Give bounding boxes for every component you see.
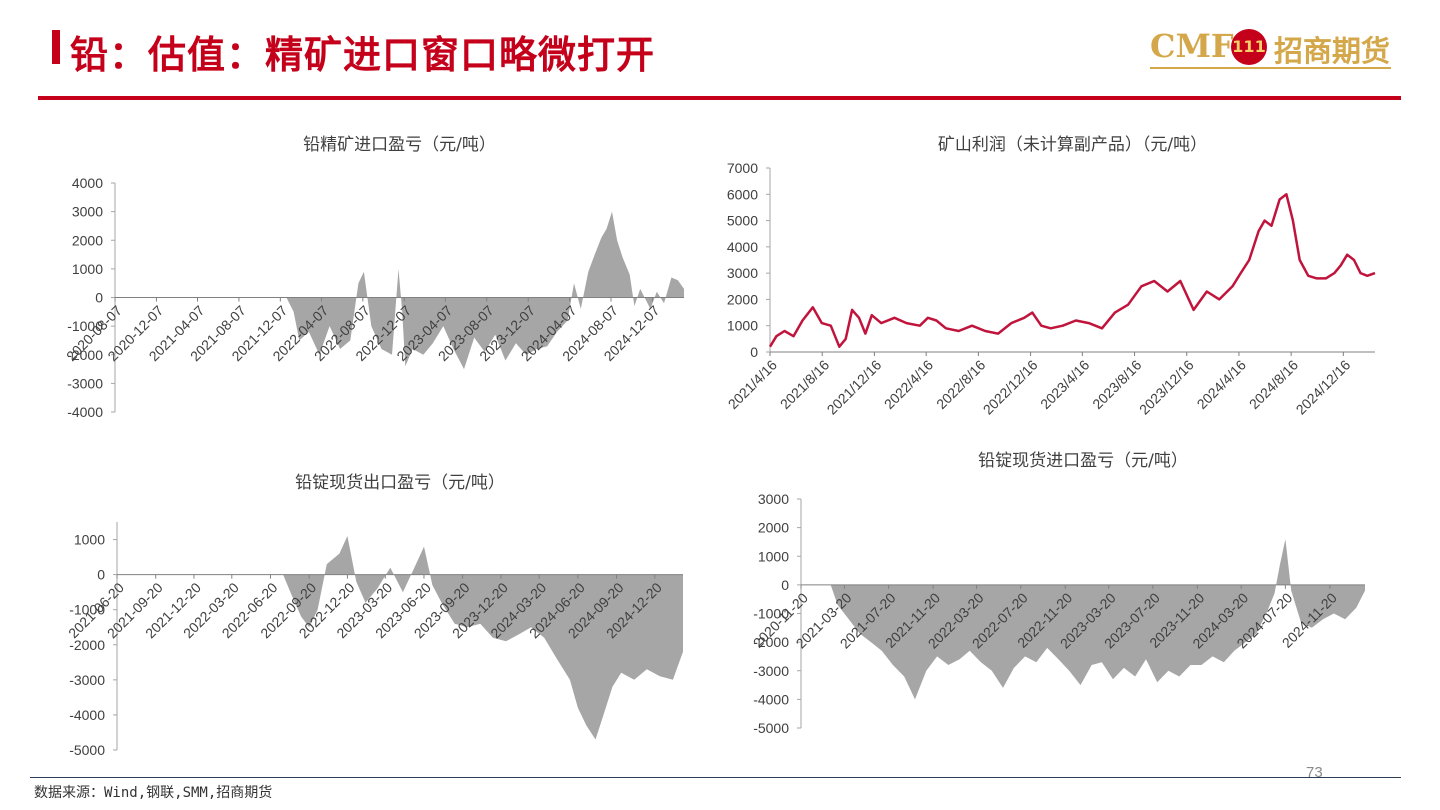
y-tick-label: 1000 [74, 532, 105, 548]
logo-cmf-text: CMF [1150, 27, 1234, 65]
y-tick-label: -3000 [69, 672, 105, 688]
y-tick-label: 6000 [727, 186, 758, 202]
y-tick-label: -4000 [67, 404, 103, 420]
y-tick-label: 2000 [72, 232, 103, 248]
y-tick-label: -2000 [67, 347, 103, 363]
logo-emblem-icon: 111 [1231, 29, 1267, 65]
y-tick-label: 2000 [727, 291, 758, 307]
header-divider [38, 96, 1401, 100]
data-line [768, 193, 1376, 348]
y-tick-label: 2000 [758, 520, 789, 536]
chart-ingot-export: 铅锭现货出口盈亏（元/吨） 1000 0 -1000 -2000 -3000 -4000 -5… [65, 473, 683, 758]
data-area [801, 539, 1365, 700]
y-tick-label: 3000 [758, 491, 789, 507]
chart-title: 铅锭现货出口盈亏（元/吨） [295, 473, 505, 493]
y-tick-label: 1000 [72, 261, 103, 277]
page-number: 73 [1306, 764, 1323, 781]
y-tick-label: 3000 [72, 204, 103, 220]
y-tick-label: -5000 [69, 742, 105, 758]
y-tick-label: 4000 [727, 239, 758, 255]
y-tick-label: -3000 [753, 663, 789, 679]
y-tick-label: -5000 [753, 720, 789, 736]
data-area [117, 536, 683, 740]
chart-ingot-import: 铅锭现货进口盈亏（元/吨） 3000 2000 1000 0 -1000 -2000 -300… [750, 451, 1365, 736]
y-tick-label: 1000 [758, 548, 789, 564]
page-title: 铅：估值：精矿进口窗口略微打开 [70, 33, 656, 77]
y-tick-label: -1000 [67, 318, 103, 334]
source-note: 数据来源：Wind,钢联,SMM,招商期货 [34, 785, 273, 801]
logo-company-name: 招商期货 [1274, 34, 1391, 68]
chart-mine-profit: 矿山利润（未计算副产品）（元/吨） 7000 6000 5000 4000 3000 200… [725, 135, 1376, 418]
footer-divider [30, 777, 1401, 778]
y-tick-label: -4000 [753, 691, 789, 707]
chart-title: 铅锭现货进口盈亏（元/吨） [978, 451, 1188, 471]
chart-title: 铅精矿进口盈亏（元/吨） [303, 135, 496, 155]
title-accent-bar [52, 30, 60, 64]
company-logo: CMF 111 招商期货 [1150, 25, 1395, 71]
y-tick-label: 5000 [727, 213, 758, 229]
y-tick-label: 3000 [727, 265, 758, 281]
y-tick-label: 0 [97, 567, 105, 583]
logo-underline [1150, 67, 1391, 69]
y-tick-label: 0 [750, 344, 758, 360]
y-tick-label: 4000 [72, 175, 103, 191]
chart-ore-import: 铅精矿进口盈亏（元/吨） 4000 3000 2000 1000 0 -1000 -2000 -… [63, 135, 684, 420]
y-tick-label: 0 [95, 290, 103, 306]
y-tick-label: 7000 [727, 160, 758, 176]
data-area [115, 211, 684, 370]
y-tick-label: -3000 [67, 375, 103, 391]
y-tick-label: -4000 [69, 707, 105, 723]
y-tick-label: 0 [781, 577, 789, 593]
chart-title: 矿山利润（未计算副产品）（元/吨） [938, 135, 1207, 155]
y-tick-label: -2000 [753, 634, 789, 650]
y-tick-label: -2000 [69, 637, 105, 653]
y-tick-label: -1000 [753, 606, 789, 622]
y-tick-label: -1000 [69, 602, 105, 618]
y-tick-label: 1000 [727, 318, 758, 334]
